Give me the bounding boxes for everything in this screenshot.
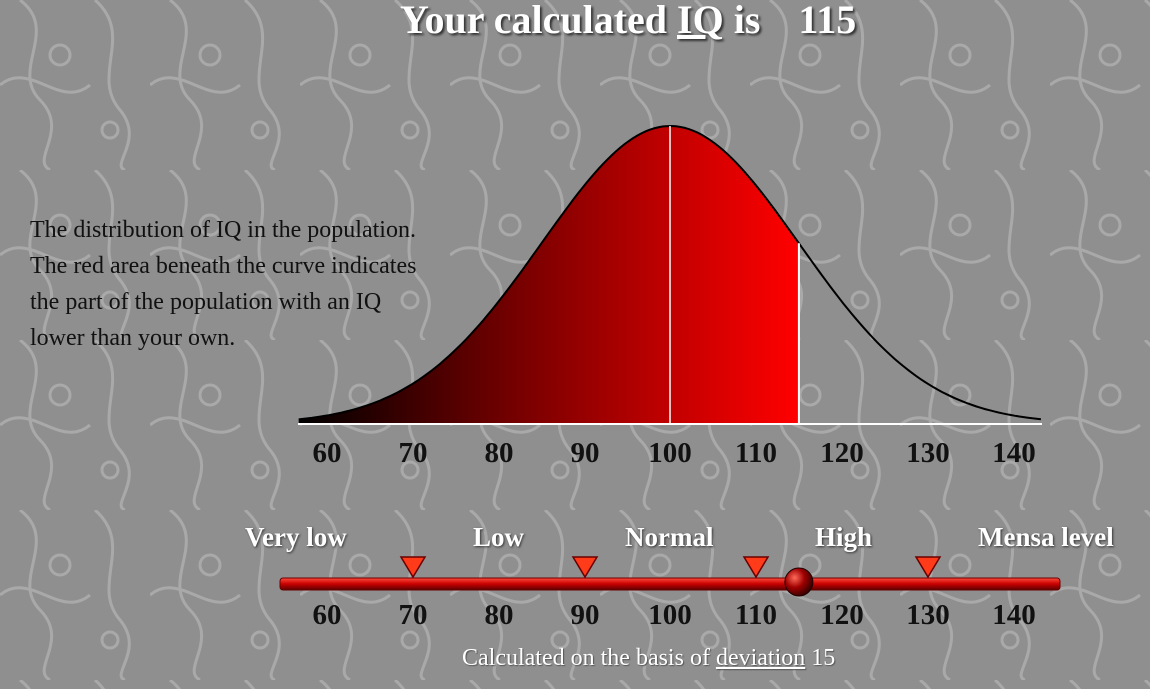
scale-tick: 80: [484, 599, 514, 631]
curve-axis-tick: 120: [820, 437, 864, 469]
curve-axis-tick: 80: [484, 437, 514, 469]
threshold-marker-icon: [742, 556, 770, 579]
title-prefix: Your calculated: [400, 0, 668, 42]
iq-score: 115: [798, 0, 857, 42]
footer-value: 15: [811, 645, 836, 671]
below-iq-area: [298, 126, 799, 424]
scale-tick: 140: [992, 599, 1036, 631]
category-very-low: Very low: [245, 522, 347, 552]
scale-tick: 90: [570, 599, 600, 631]
description-line: The red area beneath the curve indicates: [30, 253, 417, 279]
category-high: High: [815, 522, 873, 552]
description-line: lower than your own.: [30, 325, 236, 351]
curve-axis-tick: 90: [570, 437, 600, 469]
distribution-description: The distribution of IQ in the population…: [30, 212, 500, 356]
scale-tick: 70: [398, 599, 428, 631]
curve-axis-tick: 110: [735, 437, 777, 469]
iq-slider-knob[interactable]: [784, 567, 814, 597]
description-line: the part of the population with an IQ: [30, 289, 382, 315]
scale-tick: 60: [312, 599, 342, 631]
iq-slider-track[interactable]: [279, 577, 1061, 591]
category-mensa: Mensa level: [978, 522, 1114, 552]
curve-axis-tick: 100: [648, 437, 692, 469]
scale-tick: 130: [906, 599, 950, 631]
curve-axis-tick: 140: [992, 437, 1036, 469]
deviation-link[interactable]: deviation: [715, 645, 806, 671]
threshold-marker-icon: [914, 556, 942, 579]
curve-axis-tick: 70: [398, 437, 428, 469]
category-low: Low: [473, 522, 525, 552]
scale-tick: 120: [820, 599, 864, 631]
description-line: The distribution of IQ in the population…: [30, 217, 416, 243]
footer-note: Calculated on the basis of deviation 15: [462, 645, 835, 672]
threshold-marker-icon: [571, 556, 599, 579]
threshold-marker-icon: [399, 556, 427, 579]
scale-tick: 100: [648, 599, 692, 631]
footer-prefix: Calculated on the basis of: [462, 645, 710, 671]
page-title: Your calculated IQ is 115: [400, 0, 960, 43]
curve-axis-tick: 60: [312, 437, 342, 469]
category-normal: Normal: [625, 522, 714, 552]
scale-tick: 110: [735, 599, 777, 631]
title-suffix: is: [733, 0, 761, 42]
curve-axis-tick: 130: [906, 437, 950, 469]
iq-link[interactable]: IQ: [677, 0, 724, 42]
